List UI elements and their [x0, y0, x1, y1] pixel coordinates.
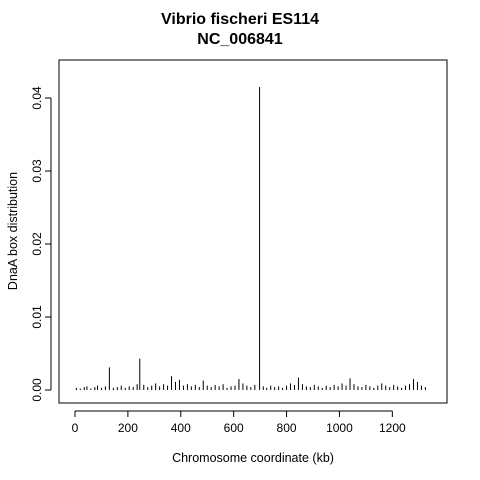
x-tick-label: 0 [72, 421, 79, 435]
y-axis-label: DnaA box distribution [6, 172, 20, 290]
y-tick-label: 0.04 [30, 86, 44, 110]
y-tick-label: 0.03 [30, 159, 44, 183]
x-tick-label: 1000 [326, 421, 353, 435]
y-tick-label: 0.00 [30, 378, 44, 402]
x-tick-label: 600 [224, 421, 244, 435]
x-axis: 0 200 400 600 800 1000 1200 [72, 410, 406, 435]
y-tick-label: 0.02 [30, 232, 44, 256]
chart-title: Vibrio fischeri ES114 [160, 11, 319, 28]
y-tick-label: 0.01 [30, 305, 44, 329]
x-tick-label: 200 [118, 421, 138, 435]
bars-group [75, 87, 426, 390]
x-axis-label: Chromosome coordinate (kb) [172, 451, 334, 465]
chart-subtitle: NC_006841 [197, 31, 283, 48]
x-tick-label: 1200 [379, 421, 406, 435]
plot-frame [58, 59, 448, 404]
y-axis: 0.00 0.01 0.02 0.03 0.04 [30, 86, 52, 402]
x-tick-label: 800 [277, 421, 297, 435]
x-tick-label: 400 [171, 421, 191, 435]
